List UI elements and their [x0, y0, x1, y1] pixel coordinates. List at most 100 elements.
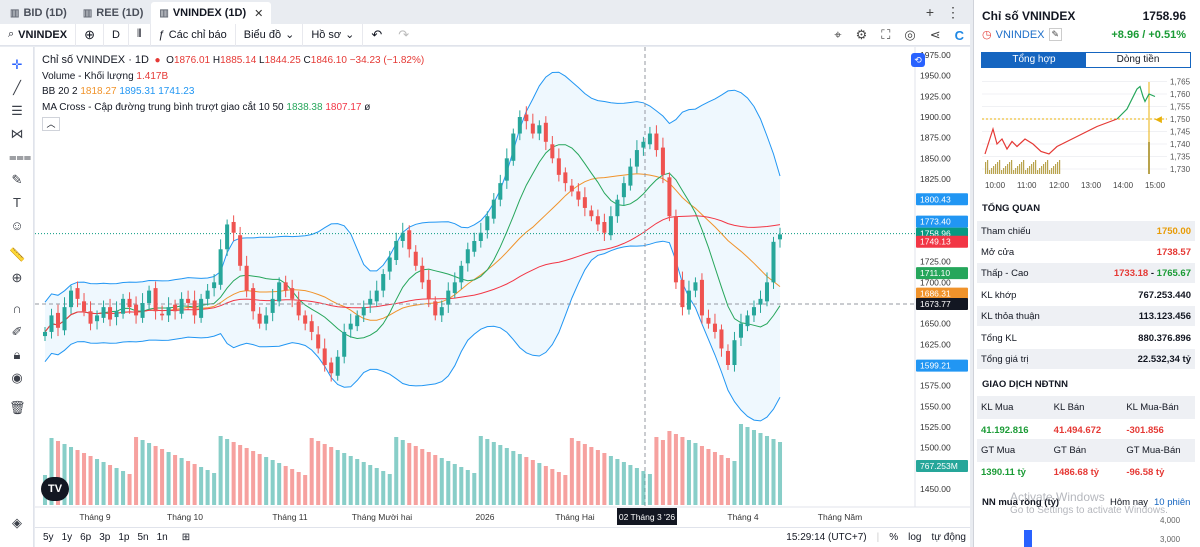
- redo-button[interactable]: ↷: [390, 24, 417, 46]
- lock-icon[interactable]: 🔒︎: [13, 347, 21, 362]
- horizontal-lines-icon[interactable]: ☰: [11, 103, 23, 118]
- pattern-icon[interactable]: ⋈: [10, 126, 24, 141]
- volume-bar: [257, 454, 262, 505]
- snapshot-icon[interactable]: ◎: [904, 27, 916, 42]
- log-toggle[interactable]: log: [908, 532, 922, 543]
- edit-icon[interactable]: ✎: [1048, 28, 1063, 41]
- magnet-icon[interactable]: ∩: [12, 301, 22, 316]
- quick-search-icon[interactable]: ⌖: [834, 27, 842, 42]
- price-tick-label: 1450.00: [920, 484, 951, 494]
- toolbar-right: ⌖ ⚙ ⛶ ◎ ⋖ C: [834, 24, 964, 46]
- more-icon[interactable]: ⋮: [946, 4, 960, 20]
- tab-cashflow[interactable]: Dòng tiền: [1116, 54, 1160, 65]
- range-6m[interactable]: 6p: [80, 532, 92, 543]
- legend-volume-row[interactable]: Volume - Khối lượng 1.417B: [42, 69, 424, 85]
- tab-summary[interactable]: Tổng hợp: [982, 53, 1086, 67]
- candle-body: [595, 216, 600, 225]
- mini-y-label: 1,730: [1170, 165, 1191, 174]
- compare-button[interactable]: ⊕: [76, 23, 104, 46]
- candle-body: [114, 311, 119, 318]
- chart-area[interactable]: 1975.00 1950.00 1925.00 1900.00 1875.00 1850.…: [35, 47, 970, 527]
- goto-date-icon[interactable]: ⊞: [181, 532, 191, 543]
- mini-volume-bar: [1148, 142, 1150, 174]
- undo-button[interactable]: ↶: [363, 24, 390, 46]
- price-tag-label: 1758.96: [920, 229, 951, 239]
- lock-drawings-icon[interactable]: ✐: [11, 324, 23, 339]
- profile-button[interactable]: Hồ sơ ⌄: [303, 23, 364, 46]
- volume-bar: [147, 443, 152, 505]
- range-5d[interactable]: 5n: [137, 532, 149, 543]
- candle-body: [218, 249, 223, 285]
- add-tab-icon[interactable]: +: [925, 4, 934, 20]
- clock-icon: ◷: [982, 29, 992, 41]
- volume-bar: [751, 430, 756, 505]
- price-tick-label: 1875.00: [920, 133, 951, 143]
- tab-ree[interactable]: ▥ REE (1D): [75, 2, 152, 24]
- crosshair-icon[interactable]: ✛: [11, 57, 23, 72]
- nn-10-tab[interactable]: 10 phiên: [1154, 497, 1191, 508]
- settings-icon[interactable]: ⚙: [855, 27, 868, 42]
- text-icon[interactable]: T: [13, 195, 21, 210]
- fullscreen-icon[interactable]: ⛶: [881, 27, 891, 42]
- candle-body: [251, 288, 256, 312]
- collapse-legend-button[interactable]: ︿: [42, 117, 60, 131]
- candle-body: [556, 158, 561, 175]
- legend-ma-row[interactable]: MA Cross - Cập đường trung bình trượt gi…: [42, 100, 424, 116]
- range-1d[interactable]: 1n: [156, 532, 168, 543]
- chart-menu-button[interactable]: Biểu đồ ⌄: [236, 23, 304, 46]
- eye-icon[interactable]: ◉: [11, 370, 23, 385]
- layers-icon[interactable]: ◈: [12, 515, 22, 530]
- brush-icon[interactable]: ✎: [11, 172, 23, 187]
- indicators-button[interactable]: ƒ Các chỉ báo: [151, 23, 236, 46]
- row-reference: Tham chiếu 1750.00: [977, 221, 1195, 242]
- row-total-value: Tổng giá trị 22.532,34 tỷ: [977, 349, 1195, 370]
- tabbar-actions: + ⋮: [926, 4, 960, 21]
- tab-bid[interactable]: ▥ BID (1D): [2, 2, 75, 24]
- share-icon[interactable]: ⋖: [929, 27, 941, 42]
- chart-type-button[interactable]: ⫴: [129, 23, 151, 46]
- zoom-in-icon[interactable]: ⊕: [11, 270, 23, 285]
- fib-icon[interactable]: ⩶: [9, 149, 32, 164]
- row-high-value: 1765.67: [1156, 267, 1191, 279]
- range-1m[interactable]: 1p: [118, 532, 130, 543]
- app-logo-icon[interactable]: C: [954, 27, 964, 43]
- ruler-icon[interactable]: 📏: [9, 247, 26, 262]
- time-tick-label: 2026: [476, 512, 495, 522]
- volume-bar: [673, 434, 678, 505]
- range-3m[interactable]: 3p: [99, 532, 111, 543]
- candle-body: [173, 304, 178, 312]
- candle-body: [621, 183, 626, 198]
- auto-toggle[interactable]: tự động: [931, 532, 967, 543]
- percent-toggle[interactable]: %: [889, 532, 899, 543]
- volume-bar: [439, 458, 444, 505]
- open-value: 1876.01: [173, 55, 211, 66]
- mini-volume-bar: [1029, 166, 1031, 174]
- chart-settings-icon[interactable]: ⟲: [911, 53, 925, 67]
- tab-vnindex[interactable]: ▥ VNINDEX (1D) ✕: [151, 2, 272, 24]
- range-1y[interactable]: 1y: [61, 532, 73, 543]
- nn-today-tab[interactable]: Hôm nay: [1110, 497, 1149, 508]
- candle-body: [725, 350, 730, 365]
- time-tick-label: Tháng 11: [272, 512, 308, 522]
- panel-title: Chỉ số VNINDEX: [982, 9, 1076, 23]
- panel-symbol[interactable]: VNINDEX: [995, 28, 1045, 41]
- chart-legend: Chỉ số VNINDEX · 1D ● O1876.01 H1885.14 …: [42, 53, 424, 133]
- trash-icon[interactable]: 🗑︎: [9, 400, 26, 415]
- close-icon[interactable]: ✕: [254, 7, 264, 20]
- row-value: 1750.00: [1156, 225, 1191, 237]
- candle-body: [439, 307, 444, 316]
- candle-body: [238, 235, 243, 266]
- candle-body: [511, 133, 516, 161]
- interval-button[interactable]: D: [104, 23, 129, 46]
- candle-body: [764, 282, 770, 302]
- trend-line-icon[interactable]: ╱: [13, 80, 21, 95]
- price-tag: [916, 287, 968, 300]
- clock: 15:29:14 (UTC+7): [786, 532, 867, 543]
- range-5y[interactable]: 5y: [43, 532, 54, 543]
- legend-bb-row[interactable]: BB 20 2 1818.27 1895.31 1741.23: [42, 84, 424, 100]
- emoji-icon[interactable]: ☺: [10, 218, 24, 233]
- candle-body: [498, 183, 503, 200]
- price-chart[interactable]: 1975.00 1950.00 1925.00 1900.00 1875.00 1850.…: [35, 47, 970, 527]
- volume-bar: [712, 452, 717, 505]
- symbol-search[interactable]: ⌕ VNINDEX: [0, 23, 77, 46]
